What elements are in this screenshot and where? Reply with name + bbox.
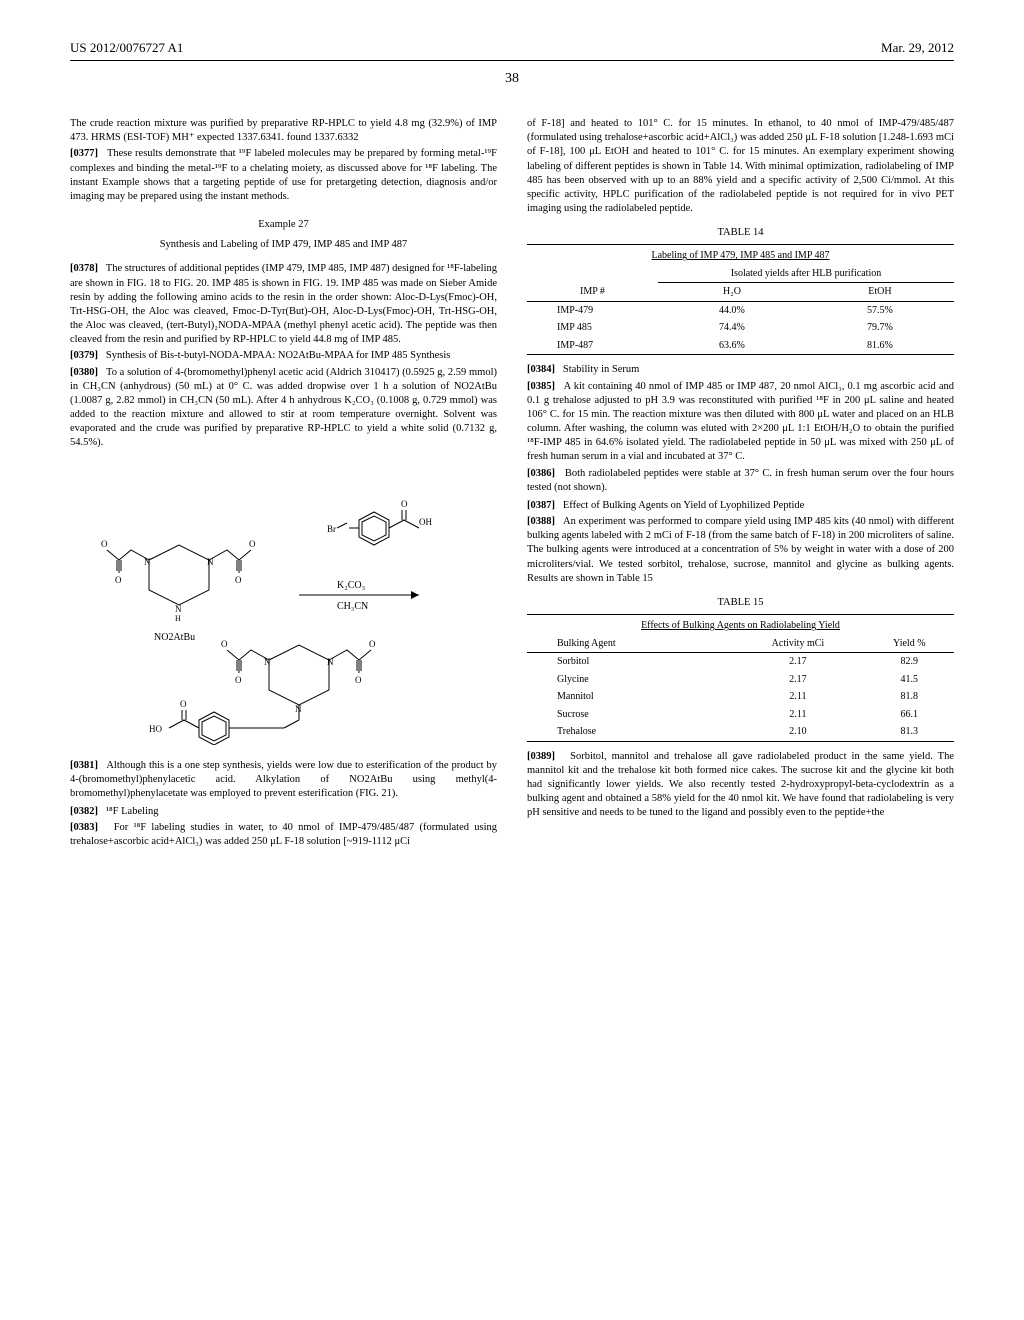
table-row: IMP 485 74.4% 79.7% [527, 319, 954, 337]
para-num: [0380] [70, 367, 98, 378]
para-text: Synthesis of Bis-t-butyl-NODA-MPAA: NO2A… [106, 350, 451, 361]
svg-text:O: O [101, 539, 108, 549]
svg-text:H: H [175, 614, 181, 623]
para-num: [0389] [527, 751, 555, 762]
para-num: [0387] [527, 500, 555, 511]
table14-subhead: Isolated yields after HLB purification [658, 265, 954, 283]
para-text: For ¹⁸F labeling studies in water, to 40… [70, 822, 497, 847]
example-title: Example 27 [70, 218, 497, 232]
para-num: [0385] [527, 381, 555, 392]
para-0384: [0384] Stability in Serum [527, 363, 954, 377]
para-0382: [0382] ¹⁸F Labeling [70, 805, 497, 819]
para-0388: [0388] An experiment was performed to co… [527, 515, 954, 586]
table-row: Glycine 2.17 41.5 [527, 671, 954, 689]
svg-text:O: O [369, 639, 376, 649]
para-num: [0381] [70, 760, 98, 771]
table15-col3: Yield % [865, 635, 954, 653]
svg-text:N: N [175, 604, 182, 614]
para-num: [0382] [70, 806, 98, 817]
para-text: The structures of additional peptides (I… [70, 263, 497, 345]
svg-text:N: N [264, 657, 271, 667]
svg-text:O: O [249, 539, 256, 549]
para-text: Sorbitol, mannitol and trehalose all gav… [527, 751, 954, 819]
svg-text:OH: OH [419, 517, 432, 527]
table-row: Mannitol 2.11 81.8 [527, 688, 954, 706]
para-0378: [0378] The structures of additional pept… [70, 262, 497, 347]
para-text: An experiment was performed to compare y… [527, 516, 954, 584]
svg-text:HO: HO [149, 724, 162, 734]
no2atbu-label: NO2AtBu [154, 632, 195, 643]
reagent-top: K₂CO₃ [337, 580, 365, 591]
para-text: A kit containing 40 nmol of IMP 485 or I… [527, 381, 954, 463]
reagent-bottom: CH₃CN [337, 601, 368, 612]
table-row: Trehalose 2.10 81.3 [527, 723, 954, 741]
para-0386: [0386] Both radiolabeled peptides were s… [527, 467, 954, 495]
table-row: IMP-479 44.0% 57.5% [527, 301, 954, 319]
table15-col2: Activity mCi [731, 635, 864, 653]
para-text: Stability in Serum [563, 364, 639, 375]
table-row: Sorbitol 2.17 82.9 [527, 653, 954, 671]
para-num: [0388] [527, 516, 555, 527]
example-subtitle: Synthesis and Labeling of IMP 479, IMP 4… [70, 238, 497, 252]
svg-text:O: O [235, 675, 242, 685]
table-row: Sucrose 2.11 66.1 [527, 706, 954, 724]
para-0377: [0377] These results demonstrate that ¹⁹… [70, 147, 497, 204]
para-text: Effect of Bulking Agents on Yield of Lyo… [563, 500, 804, 511]
para-num: [0379] [70, 350, 98, 361]
table14-caption: Labeling of IMP 479, IMP 485 and IMP 487 [527, 247, 954, 265]
table14-col2: H₂O [658, 283, 806, 302]
svg-text:Br: Br [327, 524, 336, 534]
para-text: To a solution of 4-(bromomethyl)phenyl a… [70, 367, 497, 449]
svg-text:O: O [235, 575, 242, 585]
intro-para: The crude reaction mixture was purified … [70, 117, 497, 145]
chemical-structure-figure: N N N H O O O O [89, 465, 479, 745]
para-num: [0386] [527, 468, 555, 479]
table15-col1: Bulking Agent [527, 635, 731, 653]
svg-text:O: O [180, 699, 187, 709]
content-columns: The crude reaction mixture was purified … [70, 117, 954, 852]
left-column: The crude reaction mixture was purified … [70, 117, 497, 852]
svg-text:O: O [115, 575, 122, 585]
para-0381: [0381] Although this is a one step synth… [70, 759, 497, 802]
table-14: Labeling of IMP 479, IMP 485 and IMP 487… [527, 244, 954, 355]
table15-caption: Effects of Bulking Agents on Radiolabeli… [527, 617, 954, 635]
table14-title: TABLE 14 [527, 226, 954, 240]
para-0383: [0383] For ¹⁸F labeling studies in water… [70, 821, 497, 849]
para-num: [0377] [70, 148, 98, 159]
para-0389: [0389] Sorbitol, mannitol and trehalose … [527, 750, 954, 821]
svg-text:O: O [355, 675, 362, 685]
page-number: 38 [70, 71, 954, 87]
para-text: Although this is a one step synthesis, y… [70, 760, 497, 799]
para-0380: [0380] To a solution of 4-(bromomethyl)p… [70, 366, 497, 451]
table-15: Effects of Bulking Agents on Radiolabeli… [527, 614, 954, 742]
para-text: ¹⁸F Labeling [106, 806, 159, 817]
para-text: These results demonstrate that ¹⁹F label… [70, 148, 497, 202]
para-num: [0378] [70, 263, 98, 274]
svg-text:O: O [401, 499, 408, 509]
para-text: Both radiolabeled peptides were stable a… [527, 468, 954, 493]
para-num: [0383] [70, 822, 98, 833]
para-0379: [0379] Synthesis of Bis-t-butyl-NODA-MPA… [70, 349, 497, 363]
svg-text:N: N [207, 557, 214, 567]
svg-text:N: N [144, 557, 151, 567]
para-0387: [0387] Effect of Bulking Agents on Yield… [527, 499, 954, 513]
right-column: of F-18] and heated to 101° C. for 15 mi… [527, 117, 954, 852]
doc-date: Mar. 29, 2012 [881, 40, 954, 56]
para-num: [0384] [527, 364, 555, 375]
table14-col3: EtOH [806, 283, 954, 302]
svg-text:O: O [221, 639, 228, 649]
table14-col1: IMP # [527, 283, 658, 302]
doc-id: US 2012/0076727 A1 [70, 40, 183, 56]
table15-title: TABLE 15 [527, 596, 954, 610]
page-header: US 2012/0076727 A1 Mar. 29, 2012 [70, 40, 954, 61]
svg-text:N: N [327, 657, 334, 667]
para-0385: [0385] A kit containing 40 nmol of IMP 4… [527, 380, 954, 465]
cont-para: of F-18] and heated to 101° C. for 15 mi… [527, 117, 954, 216]
table-row: IMP-487 63.6% 81.6% [527, 337, 954, 355]
